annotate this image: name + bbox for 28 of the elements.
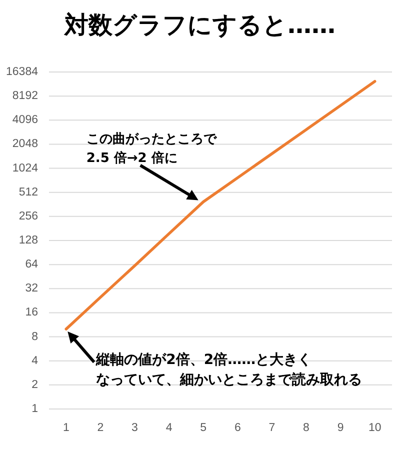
annotation: この曲がったところで2.5 倍→2 倍に [86,132,216,166]
x-tick: 2 [97,422,104,434]
y-tick: 32 [25,282,38,295]
x-tick: 3 [132,422,138,434]
y-tick: 1 [32,403,38,415]
title: 対数グラフにすると…… [64,11,336,39]
y-tick: 2048 [12,138,38,150]
x-tick: 4 [166,422,172,434]
y-tick: 4 [32,354,38,367]
x-tick: 1 [62,422,70,434]
x-tick: 5 [200,422,207,434]
x-tick: 9 [337,422,344,434]
y-tick: 8192 [12,90,38,102]
y-tick: 8 [32,330,38,343]
x-tick: 8 [303,422,310,434]
y-tick: 16384 [6,66,38,78]
x-tick: 6 [234,422,241,434]
y-tick: 256 [18,210,38,222]
y-tick: 4096 [12,114,38,126]
y-tick: 1024 [12,162,38,174]
y-tick: 16 [25,306,38,319]
x-tick: 10 [368,422,382,434]
y-tick: 64 [25,258,38,271]
annotation: 縦軸の値が2倍、2倍……と大きくなっていて、細かいところまで読み取れる [96,352,362,388]
y-tick: 512 [18,186,38,198]
y-tick: 2 [32,378,38,391]
x-tick: 7 [268,422,276,434]
y-tick: 128 [18,234,38,246]
